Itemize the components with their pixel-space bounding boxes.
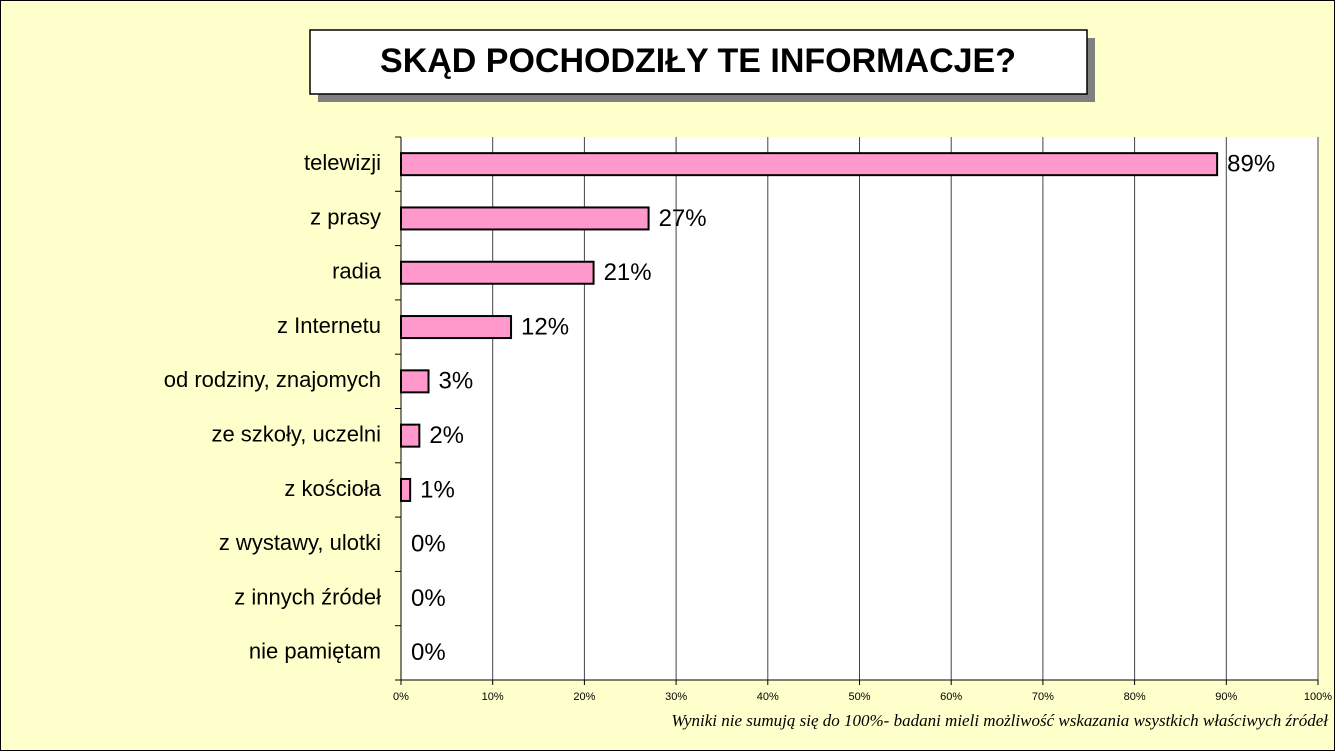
y-tick-label: z Internetu xyxy=(277,313,381,338)
bar xyxy=(400,315,513,340)
y-tick-label: radia xyxy=(332,259,382,284)
value-label: 0% xyxy=(411,639,446,666)
y-tick-label: z prasy xyxy=(310,204,381,229)
y-tick-label: z innych źródeł xyxy=(234,584,381,609)
x-tick-label: 10% xyxy=(482,691,504,703)
value-label: 0% xyxy=(411,531,446,558)
value-label: 27% xyxy=(659,205,707,232)
y-tick-label: ze szkoły, uczelni xyxy=(211,421,381,446)
x-tick-label: 80% xyxy=(1124,691,1146,703)
x-tick-label: 40% xyxy=(757,691,779,703)
y-tick-label: z wystawy, ulotki xyxy=(219,530,381,555)
bar xyxy=(400,260,595,285)
y-tick-label: nie pamiętam xyxy=(249,639,381,664)
y-tick-label: telewizji xyxy=(304,150,381,175)
x-tick-label: 0% xyxy=(393,691,409,703)
x-tick-label: 30% xyxy=(665,691,687,703)
title-box xyxy=(309,29,1088,95)
value-label: 2% xyxy=(429,422,464,449)
x-tick-label: 60% xyxy=(940,691,962,703)
x-tick-label: 20% xyxy=(573,691,595,703)
bar xyxy=(400,206,650,231)
value-label: 3% xyxy=(439,368,474,395)
bar xyxy=(400,152,1219,177)
x-tick-label: 90% xyxy=(1215,691,1237,703)
x-tick-label: 100% xyxy=(1304,691,1332,703)
y-tick-label: z kościoła xyxy=(284,476,381,501)
value-label: 12% xyxy=(521,313,569,340)
value-label: 89% xyxy=(1227,150,1275,177)
bar xyxy=(400,369,430,394)
value-label: 0% xyxy=(411,585,446,612)
value-label: 21% xyxy=(604,259,652,286)
footnote: Wyniki nie sumują się do 100%- badani mi… xyxy=(671,711,1329,730)
bar xyxy=(400,477,412,502)
value-label: 1% xyxy=(420,476,455,503)
bar xyxy=(400,423,421,448)
chart-title: SKĄD POCHODZIŁY TE INFORMACJE? xyxy=(380,42,1016,80)
x-tick-label: 70% xyxy=(1032,691,1054,703)
y-tick-label: od rodziny, znajomych xyxy=(164,367,381,392)
x-tick-label: 50% xyxy=(848,691,870,703)
